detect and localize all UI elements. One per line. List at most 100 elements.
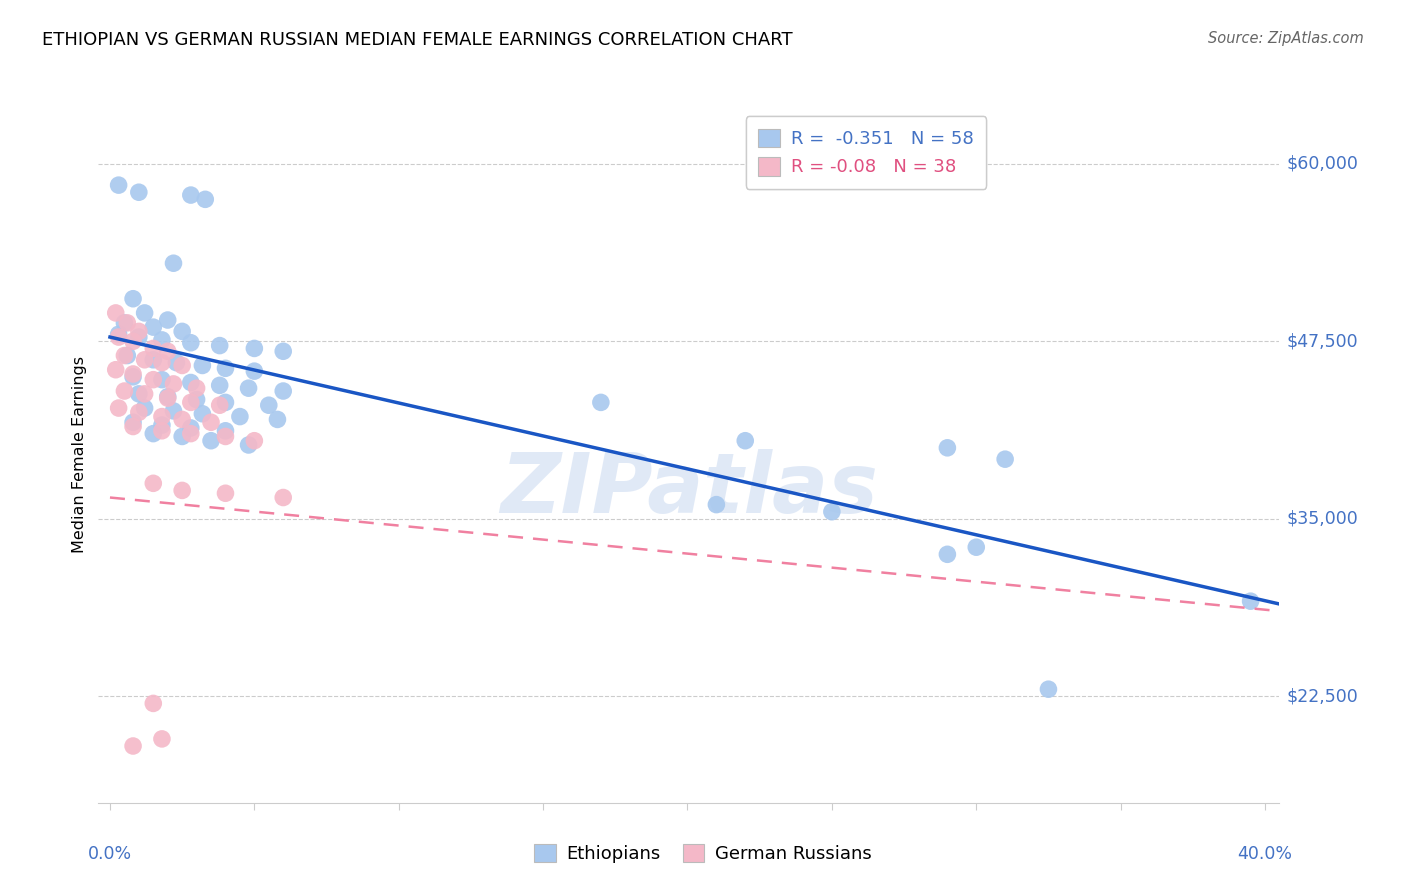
Point bbox=[128, 405, 150, 419]
Point bbox=[142, 352, 165, 367]
Text: 40.0%: 40.0% bbox=[1237, 846, 1292, 863]
Point bbox=[156, 391, 179, 405]
Point bbox=[107, 330, 129, 344]
Point bbox=[200, 434, 222, 448]
Point bbox=[150, 424, 173, 438]
Point bbox=[214, 395, 236, 409]
Point bbox=[271, 344, 294, 359]
Point bbox=[134, 352, 156, 367]
Point bbox=[162, 376, 184, 391]
Point bbox=[107, 327, 129, 342]
Text: 0.0%: 0.0% bbox=[89, 846, 132, 863]
Point bbox=[122, 415, 145, 429]
Point bbox=[122, 739, 145, 753]
Point bbox=[589, 395, 612, 409]
Point bbox=[117, 349, 139, 363]
Point bbox=[134, 401, 156, 415]
Point bbox=[706, 498, 728, 512]
Point bbox=[122, 367, 145, 381]
Point bbox=[122, 419, 145, 434]
Point bbox=[104, 306, 127, 320]
Point bbox=[821, 505, 844, 519]
Text: ETHIOPIAN VS GERMAN RUSSIAN MEDIAN FEMALE EARNINGS CORRELATION CHART: ETHIOPIAN VS GERMAN RUSSIAN MEDIAN FEMAL… bbox=[42, 31, 793, 49]
Point bbox=[180, 421, 202, 435]
Point bbox=[112, 384, 135, 398]
Point bbox=[1239, 594, 1261, 608]
Text: $47,500: $47,500 bbox=[1286, 333, 1358, 351]
Point bbox=[1038, 682, 1060, 697]
Text: $60,000: $60,000 bbox=[1286, 155, 1358, 173]
Point bbox=[122, 369, 145, 384]
Point bbox=[104, 362, 127, 376]
Legend: R =  -0.351   N = 58, R = -0.08   N = 38: R = -0.351 N = 58, R = -0.08 N = 38 bbox=[745, 116, 987, 189]
Point bbox=[243, 364, 266, 378]
Point bbox=[142, 342, 165, 356]
Point bbox=[200, 415, 222, 429]
Point bbox=[172, 429, 194, 443]
Point bbox=[156, 313, 179, 327]
Point bbox=[191, 359, 214, 373]
Point bbox=[194, 192, 217, 206]
Point bbox=[134, 387, 156, 401]
Point bbox=[122, 334, 145, 349]
Point bbox=[150, 731, 173, 746]
Point bbox=[994, 452, 1017, 467]
Point bbox=[271, 491, 294, 505]
Point bbox=[128, 325, 150, 339]
Point bbox=[122, 292, 145, 306]
Point bbox=[229, 409, 252, 424]
Point bbox=[271, 384, 294, 398]
Point bbox=[180, 395, 202, 409]
Text: Source: ZipAtlas.com: Source: ZipAtlas.com bbox=[1208, 31, 1364, 46]
Point bbox=[180, 335, 202, 350]
Point bbox=[243, 342, 266, 356]
Point bbox=[965, 540, 987, 554]
Point bbox=[180, 426, 202, 441]
Text: ZIPatlas: ZIPatlas bbox=[501, 450, 877, 530]
Point bbox=[142, 476, 165, 491]
Point bbox=[150, 373, 173, 387]
Point bbox=[112, 316, 135, 330]
Point bbox=[214, 486, 236, 500]
Point bbox=[172, 359, 194, 373]
Legend: Ethiopians, German Russians: Ethiopians, German Russians bbox=[523, 833, 883, 874]
Point bbox=[214, 424, 236, 438]
Point bbox=[238, 381, 260, 395]
Point bbox=[180, 188, 202, 202]
Point bbox=[257, 398, 280, 412]
Point bbox=[156, 344, 179, 359]
Point bbox=[172, 412, 194, 426]
Point bbox=[142, 697, 165, 711]
Point bbox=[128, 186, 150, 200]
Text: $35,000: $35,000 bbox=[1286, 510, 1358, 528]
Point bbox=[134, 306, 156, 320]
Point bbox=[172, 325, 194, 339]
Point bbox=[150, 418, 173, 433]
Point bbox=[162, 256, 184, 270]
Point bbox=[107, 178, 129, 193]
Point bbox=[150, 333, 173, 347]
Point bbox=[214, 361, 236, 376]
Point bbox=[142, 320, 165, 334]
Point bbox=[734, 434, 756, 448]
Point bbox=[238, 438, 260, 452]
Point bbox=[186, 392, 208, 407]
Point bbox=[180, 376, 202, 390]
Point bbox=[936, 441, 959, 455]
Text: $22,500: $22,500 bbox=[1286, 688, 1358, 706]
Point bbox=[208, 378, 231, 392]
Point bbox=[150, 356, 173, 370]
Point bbox=[208, 398, 231, 412]
Point bbox=[214, 429, 236, 443]
Point bbox=[142, 426, 165, 441]
Point bbox=[107, 401, 129, 415]
Point bbox=[186, 381, 208, 395]
Point bbox=[243, 434, 266, 448]
Point bbox=[156, 390, 179, 404]
Point bbox=[191, 407, 214, 421]
Point bbox=[165, 356, 187, 370]
Point bbox=[172, 483, 194, 498]
Y-axis label: Median Female Earnings: Median Female Earnings bbox=[72, 357, 87, 553]
Point bbox=[117, 316, 139, 330]
Point bbox=[128, 387, 150, 401]
